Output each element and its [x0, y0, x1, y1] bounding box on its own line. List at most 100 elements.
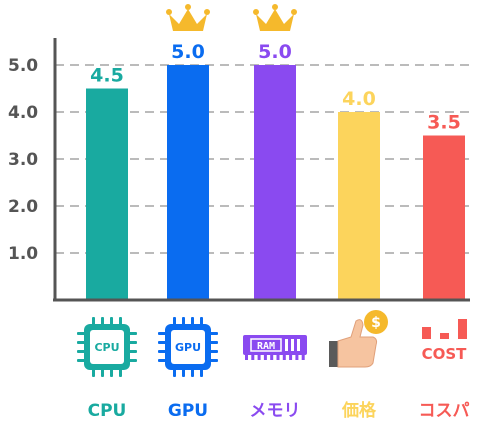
chip-label: CPU [94, 341, 119, 354]
chip-pin [101, 369, 104, 377]
labels: 1.0 2.0 3.0 4.0 5.0 4.5 5.0 5.0 4.0 3.5 CPU GPU メモリ 価… [8, 4, 470, 421]
y-tick-label: 2.0 [8, 197, 38, 217]
y-tick-label: 4.0 [8, 103, 38, 123]
cost-bars-icon: COST [422, 319, 468, 363]
ram-pin [263, 355, 267, 360]
value-label: 5.0 [258, 41, 292, 63]
ram-pin [289, 355, 293, 360]
chip-pin [129, 332, 137, 335]
chip-pin [101, 317, 104, 325]
chip-pin [191, 317, 194, 325]
category-label: 価格 [341, 400, 377, 421]
gpu-chip-icon: GPU [158, 317, 218, 377]
ram-pin [251, 355, 255, 360]
category-label: GPU [168, 401, 208, 421]
crown-jewel [185, 4, 191, 10]
chip-pin [191, 369, 194, 377]
chip-pin [158, 341, 166, 344]
chip-die [90, 330, 124, 364]
category-label: メモリ [250, 401, 301, 421]
crown-jewel [291, 9, 297, 15]
chip-pin [182, 369, 185, 377]
bars [86, 65, 465, 300]
chip-pin [210, 359, 218, 362]
ram-slot [297, 339, 300, 351]
cost-bar [422, 327, 431, 339]
category-label: コスパ [419, 401, 470, 421]
chip-pin [110, 317, 113, 325]
value-label: 4.5 [90, 65, 124, 87]
ram-pin [245, 355, 248, 360]
chip-pin [182, 317, 185, 325]
bar [338, 112, 380, 300]
ram-pin [301, 355, 305, 360]
ram-chip [250, 338, 282, 352]
ram-pin [282, 355, 286, 360]
chip-pin [210, 341, 218, 344]
chip-pin [200, 369, 203, 377]
chip-pin [77, 332, 85, 335]
ram-pin [270, 355, 274, 360]
axes [53, 38, 470, 302]
bar [167, 65, 209, 300]
chip-pin [173, 317, 176, 325]
value-label: 5.0 [171, 41, 205, 63]
cpu-chip-icon: CPU [77, 317, 137, 377]
chip-pin [129, 341, 137, 344]
ram-pin [257, 355, 261, 360]
chip-die [171, 330, 205, 364]
cost-bar [458, 319, 467, 339]
coin [364, 310, 388, 334]
chip-pin [158, 332, 166, 335]
ram-slot [291, 339, 294, 351]
chip-pin [92, 369, 95, 377]
chip-pin [119, 317, 122, 325]
cost-label: COST [422, 345, 468, 363]
thumbs-up-coin-icon: $ [329, 310, 388, 368]
chip-pin [110, 369, 113, 377]
chip-pin [210, 350, 218, 353]
bar [423, 135, 465, 300]
crown-jewel [272, 4, 278, 10]
category-icons: CPU GPU RAM $ COST [77, 310, 467, 377]
category-label: CPU [88, 401, 127, 421]
chip-pin [173, 369, 176, 377]
crown-icon [166, 4, 210, 31]
value-label: 4.0 [342, 88, 376, 110]
chip-pin [210, 332, 218, 335]
sleeve [329, 341, 338, 367]
crown-jewel [166, 9, 172, 15]
chip-label: GPU [175, 341, 201, 354]
crown-jewel [253, 9, 259, 15]
grid-lines [55, 64, 470, 254]
chip-pin [92, 317, 95, 325]
bar [254, 65, 296, 300]
ram-pin [295, 355, 299, 360]
chip-pin [158, 350, 166, 353]
y-tick-label: 5.0 [8, 56, 38, 76]
coin-symbol: $ [371, 315, 381, 331]
chip-pin [200, 317, 203, 325]
chip-pin [77, 359, 85, 362]
chip-pin [77, 350, 85, 353]
bar [86, 88, 128, 300]
chip-pin [129, 350, 137, 353]
hand [337, 319, 378, 368]
ram-slot [285, 339, 288, 351]
crown-jewel [204, 9, 210, 15]
y-tick-label: 3.0 [8, 150, 38, 170]
chip-pin [77, 341, 85, 344]
chip-pin [158, 359, 166, 362]
ram-module-icon: RAM [243, 335, 307, 360]
crown-icon [253, 4, 297, 31]
y-tick-label: 1.0 [8, 244, 38, 264]
chip-pin [119, 369, 122, 377]
ram-pin [276, 355, 280, 360]
cost-bar [440, 333, 449, 339]
ram-label: RAM [257, 341, 275, 352]
chip-pin [129, 359, 137, 362]
crown-shape [169, 9, 207, 31]
crown-shape [256, 9, 294, 31]
value-label: 3.5 [427, 112, 461, 134]
